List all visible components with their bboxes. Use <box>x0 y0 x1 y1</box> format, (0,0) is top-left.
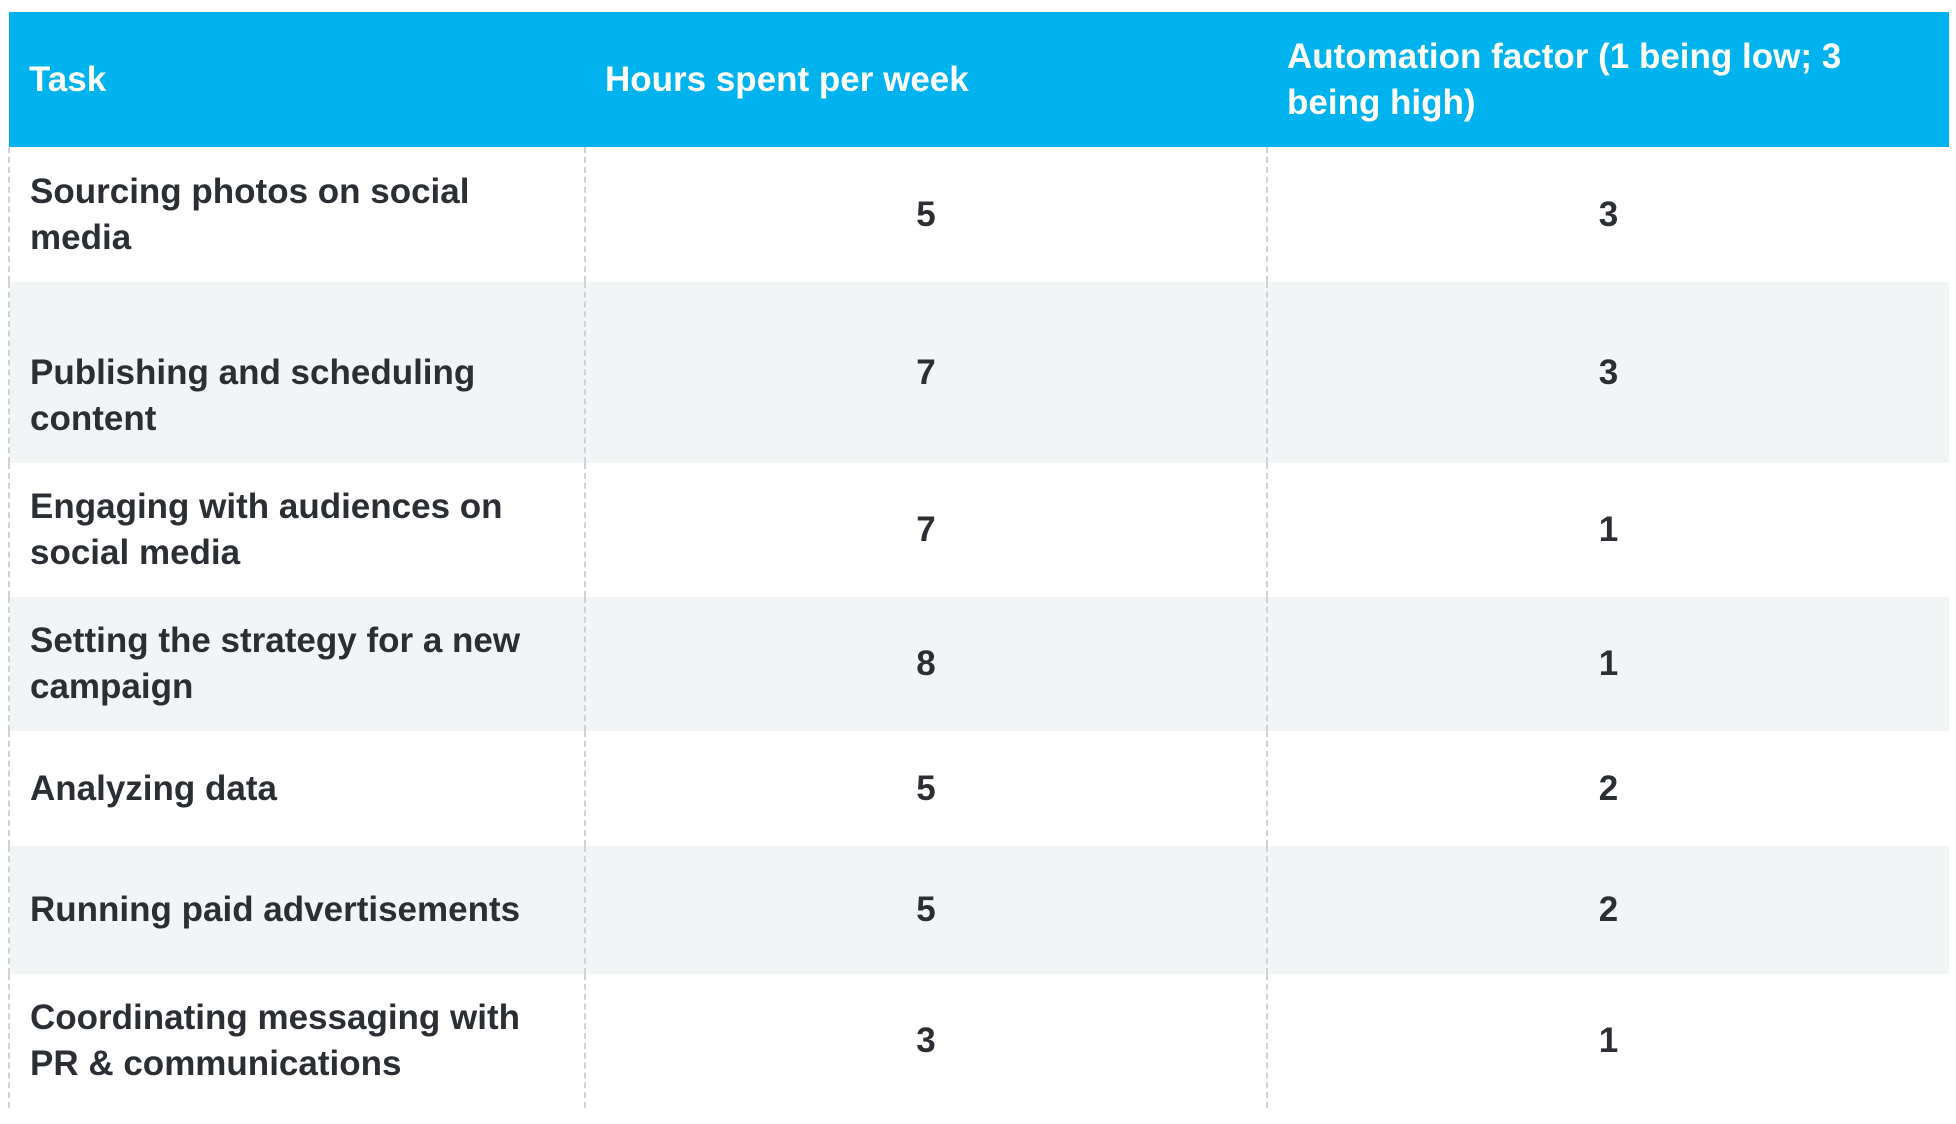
task-cell: Publishing and scheduling content <box>8 282 585 463</box>
header-hours: Hours spent per week <box>605 59 969 99</box>
factor-cell: 1 <box>1266 597 1949 731</box>
table-row: Running paid advertisements 5 2 <box>8 846 1949 974</box>
hours-cell: 5 <box>584 147 1267 282</box>
hours-cell: 8 <box>584 597 1267 731</box>
table-row: Publishing and scheduling content 7 3 <box>8 282 1949 463</box>
task-cell: Analyzing data <box>8 731 585 846</box>
task-cell: Setting the strategy for a new campaign <box>8 597 585 731</box>
table-row: Coordinating messaging with PR & communi… <box>8 974 1949 1108</box>
table-header: Task Hours spent per week Automation fac… <box>9 12 1949 147</box>
header-automation-factor: Automation factor (1 being low; 3 being … <box>1287 36 1842 122</box>
task-cell: Coordinating messaging with PR & communi… <box>8 974 585 1108</box>
hours-cell: 5 <box>584 846 1267 974</box>
task-cell: Engaging with audiences on social media <box>8 463 585 597</box>
task-cell: Running paid advertisements <box>8 846 585 974</box>
factor-cell: 3 <box>1266 147 1949 282</box>
task-cell: Sourcing photos on social media <box>8 147 585 282</box>
factor-cell: 2 <box>1266 846 1949 974</box>
header-row: Task Hours spent per week Automation fac… <box>9 12 1949 147</box>
table-row: Engaging with audiences on social media … <box>8 463 1949 597</box>
hours-cell: 5 <box>584 731 1267 846</box>
hours-cell: 7 <box>584 463 1267 597</box>
table-row: Sourcing photos on social media 5 3 <box>8 147 1949 282</box>
hours-cell: 3 <box>584 974 1267 1108</box>
factor-cell: 2 <box>1266 731 1949 846</box>
table-body: Sourcing photos on social media 5 3 Publ… <box>8 147 1949 1108</box>
header-task: Task <box>29 59 107 99</box>
table-row: Setting the strategy for a new campaign … <box>8 597 1949 731</box>
factor-cell: 1 <box>1266 974 1949 1108</box>
factor-cell: 1 <box>1266 463 1949 597</box>
table-row: Analyzing data 5 2 <box>8 731 1949 846</box>
hours-cell: 7 <box>584 282 1267 463</box>
factor-cell: 3 <box>1266 282 1949 463</box>
task-automation-table-container: Task Hours spent per week Automation fac… <box>8 12 1949 1108</box>
task-automation-table: Task Hours spent per week Automation fac… <box>8 12 1949 1108</box>
